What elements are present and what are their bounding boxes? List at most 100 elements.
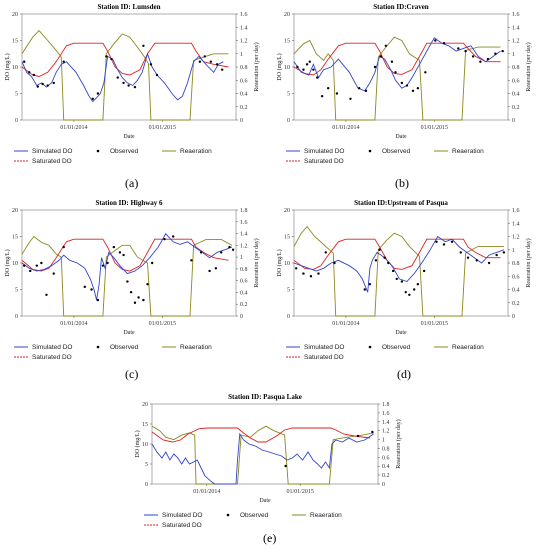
observed-point xyxy=(374,259,378,262)
observed-point xyxy=(110,57,113,61)
observed-point xyxy=(400,81,404,85)
y2-tick-label: 1.6 xyxy=(240,12,248,18)
y-tick-label: 15 xyxy=(12,39,18,45)
x-tick-label: 01/01/2014 xyxy=(193,489,220,495)
observed-point xyxy=(106,261,109,265)
legend-label-observed: Observed xyxy=(382,344,411,351)
legend-label-saturated-do: Saturated DO xyxy=(32,354,72,361)
x-axis-label: Date xyxy=(395,330,407,336)
observed-point xyxy=(357,87,361,90)
observed-point xyxy=(28,71,31,74)
observed-point xyxy=(479,60,482,63)
y2-tick-label: 1.2 xyxy=(240,243,248,249)
observed-point xyxy=(302,272,305,275)
chart-panel-e: Station ID: Pasqua Lake 0 5 10 15 20 0 0.2 0.4 0.… xyxy=(130,390,410,550)
observed-point xyxy=(387,261,390,265)
observed-point xyxy=(215,63,219,66)
y2-tick-label: 1.4 xyxy=(240,25,248,31)
y2-tick-label: 0.4 xyxy=(240,290,248,296)
y-tick-label: 5 xyxy=(287,288,290,294)
observed-point xyxy=(459,251,462,254)
observed-point xyxy=(466,256,470,259)
observed-point xyxy=(112,245,116,249)
observed-point xyxy=(317,272,320,275)
observed-point xyxy=(146,283,149,286)
y2-tick-label: 0.6 xyxy=(382,455,390,461)
y-axis-label: DO (mg/L) xyxy=(276,53,283,80)
panel-caption: (d) xyxy=(397,367,411,381)
y-axis-label: DO (mg/L) xyxy=(4,249,11,276)
observed-point xyxy=(62,60,65,63)
y-tick-label: 5 xyxy=(15,92,18,98)
saturated-do-line xyxy=(151,427,371,443)
y2-tick-label: 1.2 xyxy=(382,429,390,435)
observed-point xyxy=(46,84,49,87)
chart-title: Station ID:Craven xyxy=(373,3,429,11)
x-axis-label: Date xyxy=(259,498,271,504)
observed-point xyxy=(231,248,235,251)
simulated-do-line xyxy=(21,233,233,301)
x-tick-label: 01/01/2015 xyxy=(421,125,448,131)
legend-label-observed: Observed xyxy=(240,512,269,519)
y-tick-label: 0 xyxy=(145,482,148,488)
y2-tick-label: 0.2 xyxy=(512,105,520,111)
observed-point xyxy=(208,269,211,273)
observed-point xyxy=(378,248,381,251)
observed-point xyxy=(471,55,475,58)
y2-tick-label: 0.8 xyxy=(240,267,248,273)
simulated-do-line xyxy=(293,235,505,293)
x-tick-label: 01/01/2014 xyxy=(60,125,87,131)
x-axis-label: Date xyxy=(123,134,135,140)
observed-point xyxy=(96,298,100,302)
y2-tick-label: 1.4 xyxy=(512,25,520,31)
y-tick-label: 20 xyxy=(284,12,290,18)
observed-point xyxy=(127,84,130,87)
y2-tick-label: 1.8 xyxy=(382,402,390,408)
legend-label-saturated-do: Saturated DO xyxy=(32,158,72,165)
observed-point xyxy=(383,256,386,259)
observed-point xyxy=(199,251,203,254)
y-tick-label: 20 xyxy=(12,12,18,18)
y-axis-label: DO (mg/L) xyxy=(134,430,141,457)
y-tick-label: 10 xyxy=(284,261,290,267)
observed-point xyxy=(363,288,366,291)
y-tick-label: 0 xyxy=(15,118,18,124)
observed-point xyxy=(36,85,39,88)
observed-point xyxy=(133,301,137,304)
observed-point xyxy=(450,240,454,243)
simulated-do-line xyxy=(151,432,374,485)
observed-point xyxy=(172,235,175,238)
observed-point xyxy=(442,243,446,246)
y2-tick-label: 1.4 xyxy=(240,232,248,238)
y-tick-label: 10 xyxy=(12,65,18,71)
observed-point xyxy=(155,73,159,77)
observed-point xyxy=(408,293,411,296)
y2-tick-label: 0.8 xyxy=(382,446,390,452)
legend-label-saturated-do: Saturated DO xyxy=(304,354,344,361)
y-tick-label: 5 xyxy=(145,462,148,468)
legend-label-reaeration: Reaeration xyxy=(310,512,342,519)
observed-point xyxy=(129,290,133,294)
observed-point xyxy=(324,251,327,254)
legend-label-reaeration: Reaeration xyxy=(452,344,484,351)
y2-tick-label: 1.6 xyxy=(512,12,520,18)
observed-point xyxy=(320,94,324,98)
saturated-do-line xyxy=(21,42,229,77)
observed-point xyxy=(105,55,108,58)
y-tick-label: 15 xyxy=(284,39,290,45)
simulated-do-line xyxy=(293,37,501,92)
legend-label-reaeration: Reaeration xyxy=(452,148,484,155)
plot-frame xyxy=(21,209,237,317)
chart-svg: Station ID:Craven 0 5 10 15 20 0 0.2 0.4 0.6 0.8 1 1… xyxy=(276,3,532,165)
y2-tick-label: 0 xyxy=(512,118,515,124)
observed-point xyxy=(163,237,166,241)
y-axis-label: DO (mg/L) xyxy=(4,53,11,80)
chart-svg: Station ID: Lumsden 0 5 10 15 20 0 0.2 0.4 0.6 0.8… xyxy=(4,3,260,165)
observed-point xyxy=(400,280,404,283)
observed-point xyxy=(116,76,119,79)
legend-label-observed: Observed xyxy=(110,344,139,351)
observed-point xyxy=(371,430,374,434)
y2-axis-label: Reaeration (per day) xyxy=(253,238,260,287)
observed-point xyxy=(373,65,377,69)
observed-point xyxy=(335,92,339,95)
